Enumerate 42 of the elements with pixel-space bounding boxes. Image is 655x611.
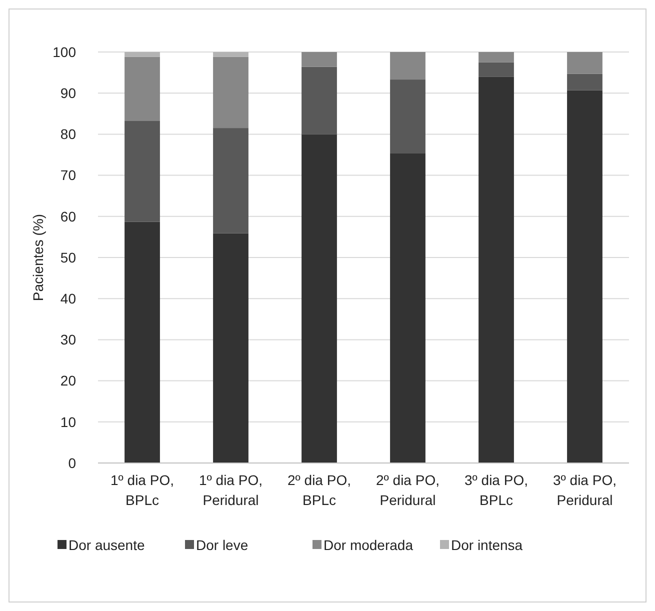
legend-label: Dor moderada [324,536,414,553]
legend-label: Dor leve [196,536,248,553]
y-tick-label: 30 [60,332,76,348]
y-axis-title: Pacientes (%) [30,214,46,302]
bar [302,134,337,463]
bar [124,52,160,57]
y-tick-label: 100 [52,44,76,60]
y-tick-label: 80 [60,126,76,142]
y-tick-label: 50 [60,249,76,266]
bar [124,56,160,121]
bar [390,52,426,80]
y-tick-label: 90 [60,85,76,101]
bar [567,74,602,90]
y-tick-label: 70 [60,167,76,184]
bar [213,56,248,128]
y-tick-label: 20 [60,372,76,389]
x-tick-label: 2º dia PO, Peridural [376,472,440,508]
y-tick-label: 10 [60,414,76,430]
x-tick-label: 3º dia PO, BPLc [464,472,528,508]
bar [390,153,426,463]
y-tick-label: 0 [68,454,76,471]
x-tick-label: 2º dia PO, BPLc [288,472,351,508]
bar [302,52,337,67]
legend-label: Dor ausente [68,536,145,553]
y-tick-label: 60 [60,208,76,224]
bar [213,233,248,463]
bar [478,52,514,62]
bar [213,128,248,234]
bar [302,66,337,134]
x-tick-label: 1º dia PO, BPLc [110,472,174,508]
y-tick-label: 40 [60,290,76,306]
x-tick-label: 1º dia PO, Peridural [199,472,262,508]
bar [478,62,514,77]
x-tick-label: 3º dia PO, Peridural [553,472,616,508]
bar [390,80,426,154]
bar [567,52,602,74]
bar [124,222,160,463]
legend-label: Dor intensa [451,536,523,553]
bar [124,120,160,222]
bar [567,90,602,463]
bar [213,52,248,57]
bar [478,76,514,463]
